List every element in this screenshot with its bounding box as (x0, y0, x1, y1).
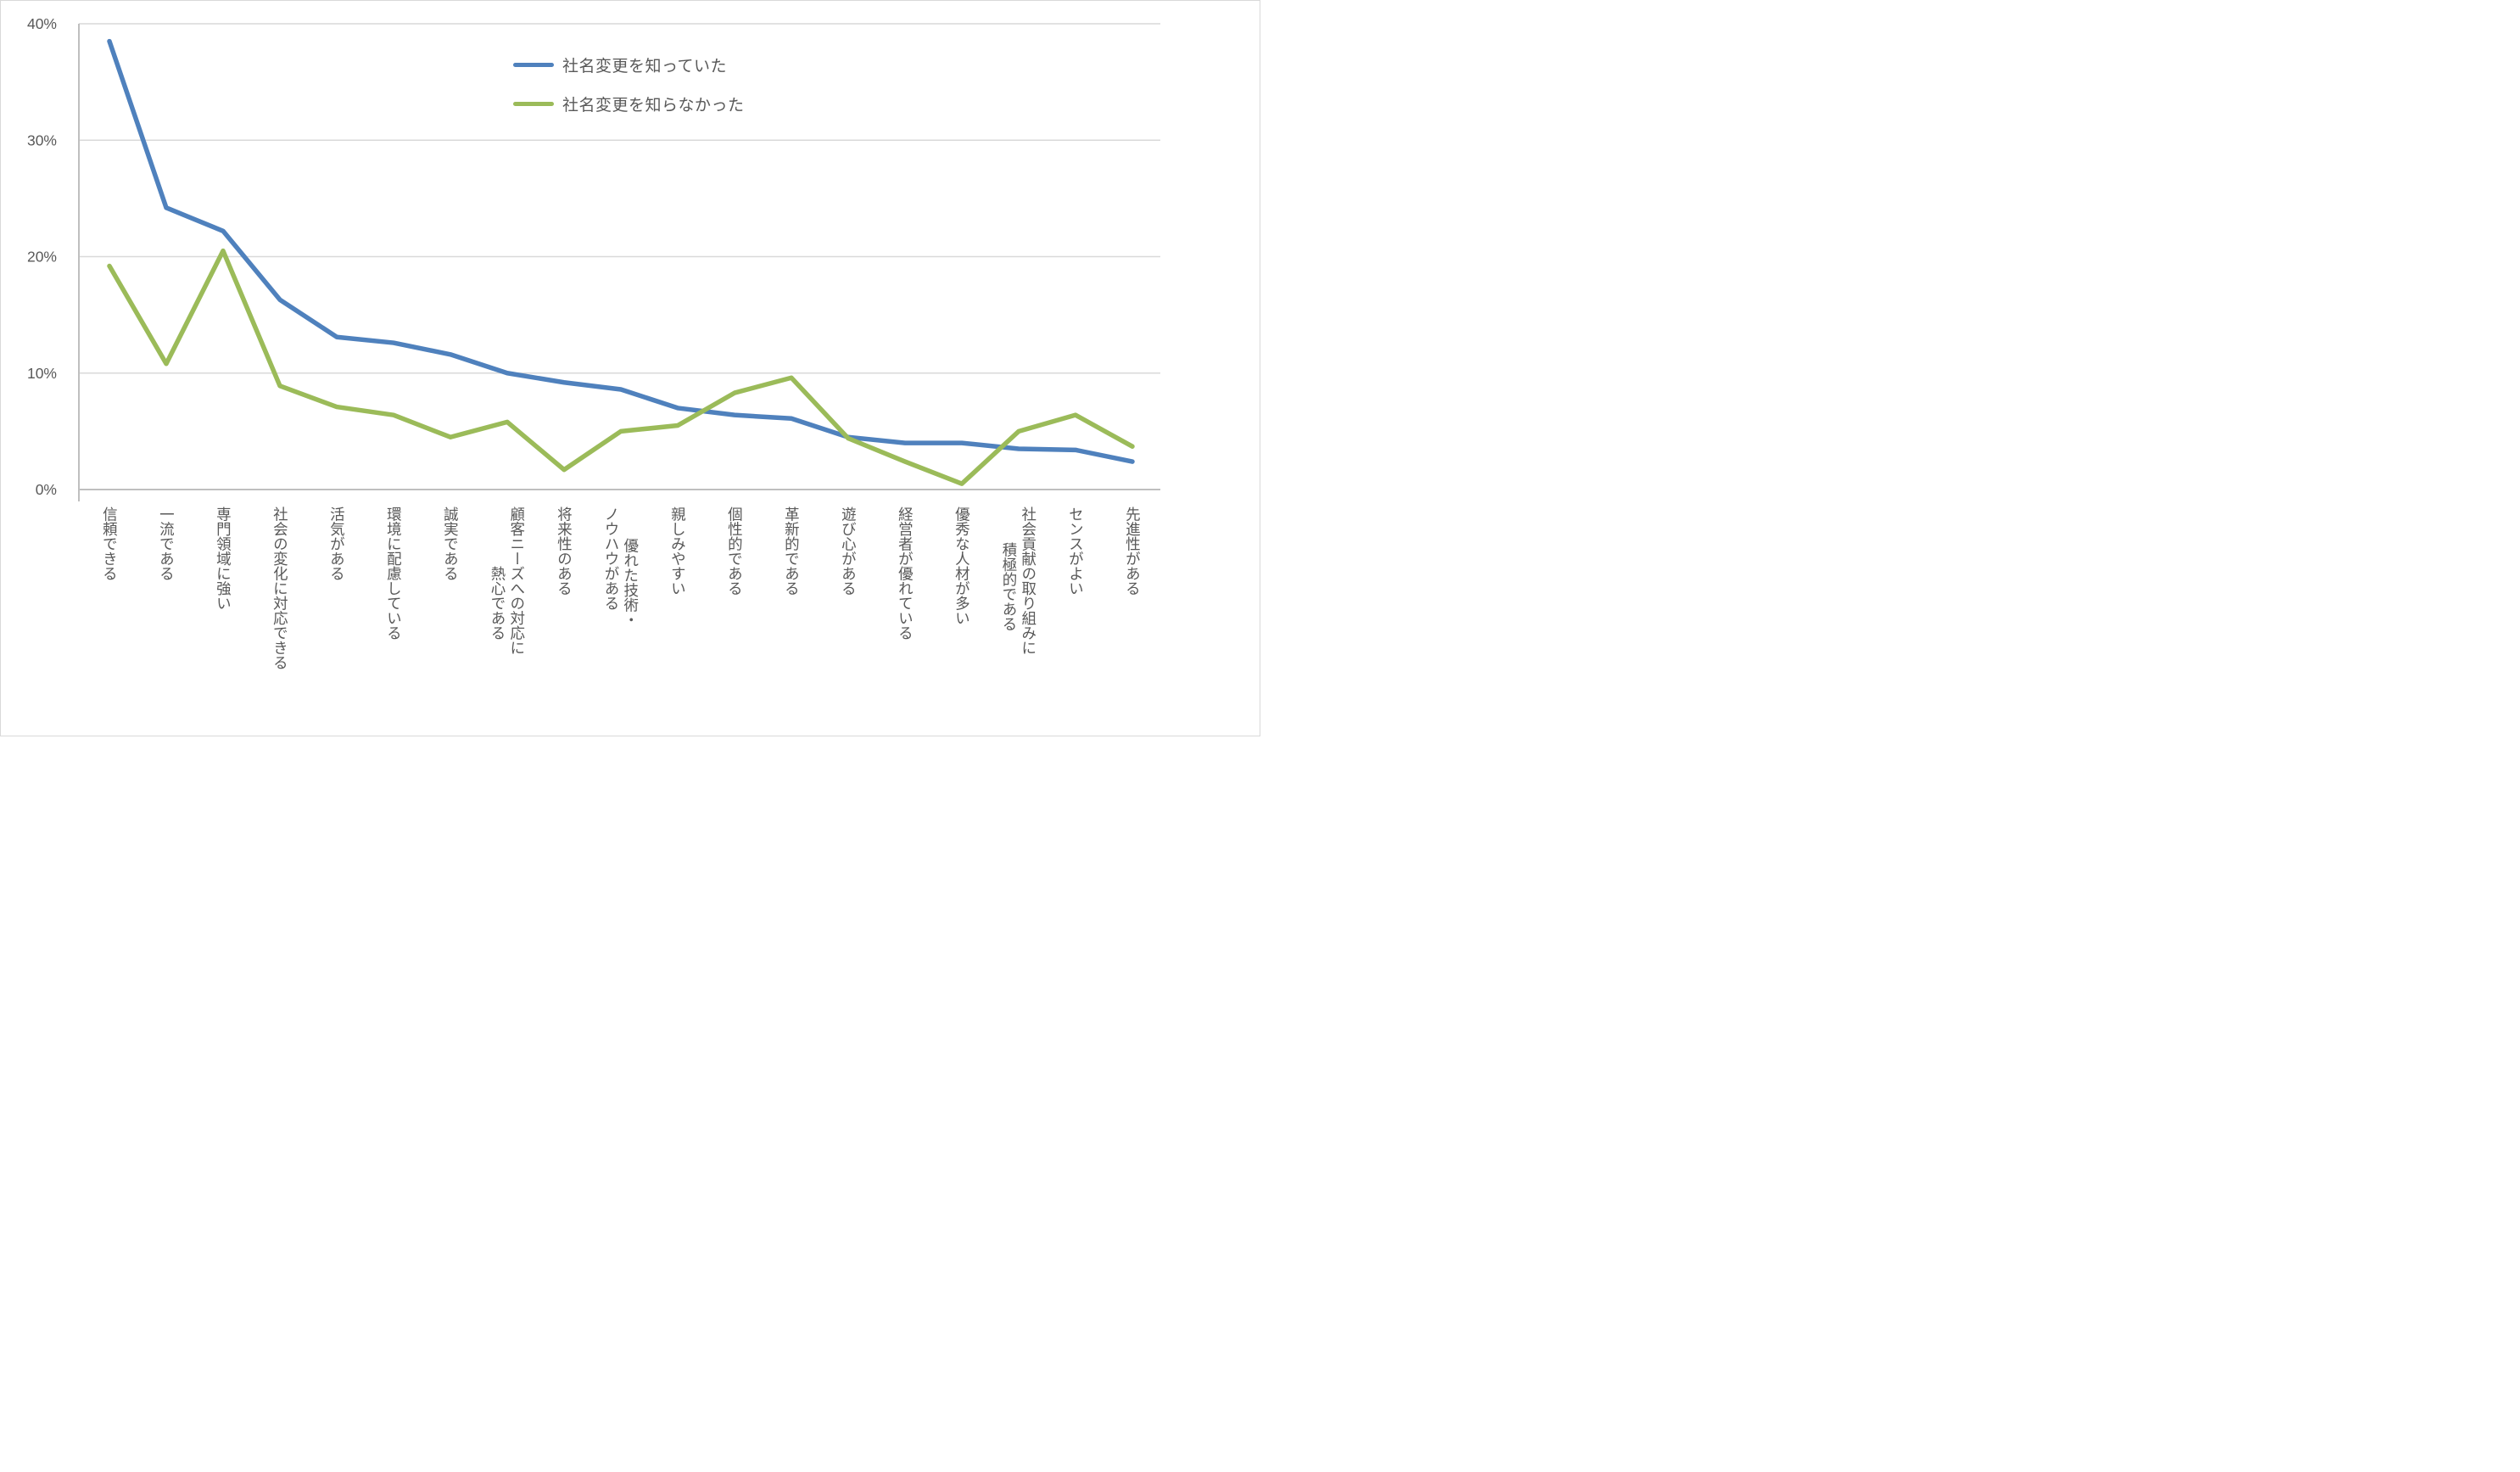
legend-label-did-not-know: 社名変更を知らなかった (562, 97, 745, 115)
y-axis-tick-label: 10% (27, 365, 57, 382)
legend-label-knew: 社名変更を知っていた (562, 58, 728, 76)
legend-swatch-knew (513, 62, 554, 68)
plot-area: 40% 30% 20% 10% 0% (27, 15, 1160, 501)
legend-swatch-did-not-know (513, 101, 554, 107)
y-axis-tick-label: 30% (27, 132, 57, 148)
series-line-knew (107, 38, 1135, 464)
y-axis-tick-label: 40% (27, 15, 57, 32)
legend-item-did-not-know: 社名変更を知らなかった (513, 92, 745, 115)
legend: 社名変更を知っていた 社名変更を知らなかった (513, 53, 745, 115)
legend-item-knew: 社名変更を知っていた (513, 53, 745, 76)
brand-image-survey-line-chart: 40% 30% 20% 10% 0% 社名変更を知っていた 社名変更を知らなかった 信頼… (0, 0, 1260, 736)
series-line-did-not-know (107, 248, 1135, 486)
y-axis-tick-label: 0% (36, 481, 57, 498)
y-axis-tick-label: 20% (27, 249, 57, 266)
